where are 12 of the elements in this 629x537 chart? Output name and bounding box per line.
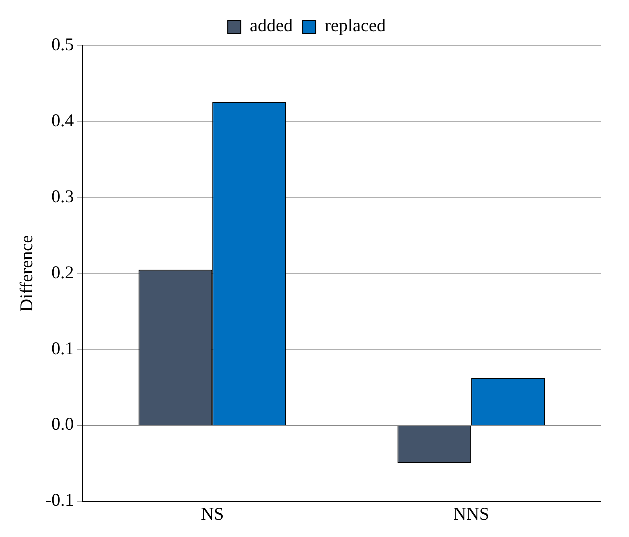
y-tick-label: 0.2 xyxy=(52,262,74,282)
x-tick-label: NS xyxy=(201,504,224,524)
legend-label: replaced xyxy=(325,16,386,36)
y-tick-label: 0.4 xyxy=(52,110,74,131)
legend-label: added xyxy=(250,16,294,36)
y-tick-label: -0.1 xyxy=(46,490,74,510)
y-tick-label: 0.1 xyxy=(52,338,74,358)
y-axis-title: Difference xyxy=(16,235,37,312)
x-tick-label: NNS xyxy=(454,504,490,524)
y-tick-label: 0.0 xyxy=(52,414,74,434)
y-tick-label: 0.5 xyxy=(52,34,74,55)
y-tick-label: 0.3 xyxy=(52,186,74,207)
